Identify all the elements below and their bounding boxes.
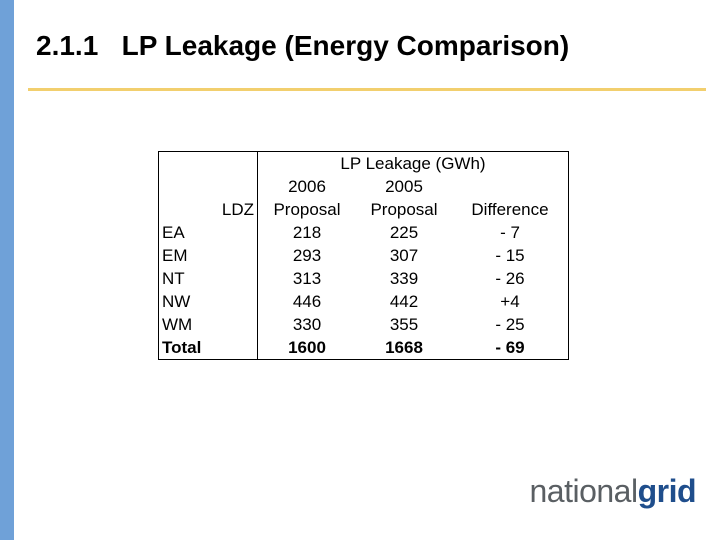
col-diff-label: Difference — [471, 200, 549, 219]
row-ldz: EM — [158, 244, 258, 267]
table-row: WM 330 355 - 25 — [158, 313, 569, 336]
row-diff: - 25 — [495, 315, 525, 334]
table-header-row: LP Leakage (GWh) — [158, 151, 569, 175]
logo-national-text: national — [529, 473, 638, 509]
col-2005-year: 2005 — [385, 177, 423, 196]
table-row: NT 313 339 - 26 — [158, 267, 569, 290]
row-diff: - 15 — [495, 246, 525, 265]
national-grid-logo: nationalgrid — [529, 473, 696, 510]
row-2006: 218 — [292, 223, 322, 242]
col-2006-year: 2006 — [288, 177, 326, 196]
left-accent-bar — [0, 0, 14, 540]
row-2005: 355 — [389, 315, 419, 334]
row-diff: - 69 — [495, 338, 525, 357]
row-ldz: WM — [158, 313, 258, 336]
row-2005: 442 — [389, 292, 419, 311]
ldz-header-spacer — [158, 175, 258, 198]
ldz-header-spacer — [158, 151, 258, 175]
table-row-total: Total 1600 1668 - 69 — [158, 336, 569, 360]
slide-title: 2.1.1 LP Leakage (Energy Comparison) — [36, 30, 570, 61]
row-ldz: Total — [158, 336, 258, 360]
row-diff: - 7 — [500, 223, 520, 242]
group-header: LP Leakage (GWh) — [340, 154, 486, 173]
table-row: EA 218 225 - 7 — [158, 221, 569, 244]
ldz-header: LDZ — [158, 198, 258, 221]
row-2005: 339 — [389, 269, 419, 288]
row-2005: 225 — [389, 223, 419, 242]
row-2006: 293 — [292, 246, 322, 265]
diff-header-spacer — [452, 175, 569, 198]
row-ldz: EA — [158, 221, 258, 244]
table-label-row: LDZ Proposal Proposal Difference — [158, 198, 569, 221]
title-underline — [28, 88, 706, 91]
row-2006: 446 — [292, 292, 322, 311]
row-diff: +4 — [500, 292, 520, 311]
col-2006-label: Proposal — [273, 200, 341, 219]
table-row: NW 446 442 +4 — [158, 290, 569, 313]
row-ldz: NW — [158, 290, 258, 313]
row-2006: 1600 — [288, 338, 326, 357]
row-ldz: NT — [158, 267, 258, 290]
table-year-row: 2006 2005 — [158, 175, 569, 198]
table-row: EM 293 307 - 15 — [158, 244, 569, 267]
lp-leakage-table: LP Leakage (GWh) 2006 2005 LDZ Proposal … — [158, 151, 569, 360]
row-2006: 330 — [292, 315, 322, 334]
row-2005: 307 — [389, 246, 419, 265]
logo-grid-text: grid — [637, 473, 697, 509]
col-2005-label: Proposal — [370, 200, 438, 219]
row-diff: - 26 — [495, 269, 525, 288]
row-2005: 1668 — [385, 338, 423, 357]
row-2006: 313 — [292, 269, 322, 288]
